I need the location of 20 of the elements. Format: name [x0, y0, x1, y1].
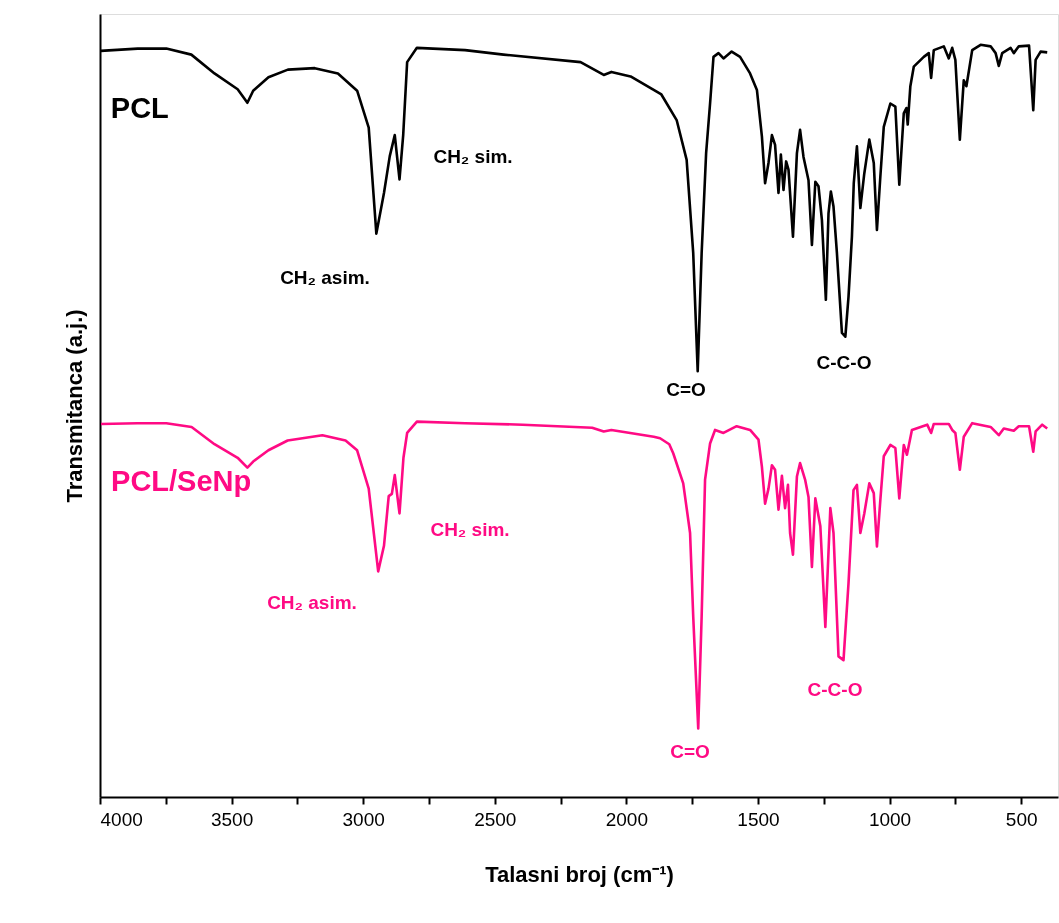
x-tick-label: 2500 — [474, 808, 517, 830]
series-label: PCL — [110, 91, 169, 124]
annotation: C-C-O — [816, 352, 872, 373]
annotation: CH₂ asim. — [280, 267, 370, 288]
x-tick-label: 3000 — [342, 808, 385, 830]
x-axis-title: Talasni broj (cm⁻¹) — [485, 861, 674, 887]
x-tick-label: 1000 — [868, 808, 912, 830]
annotation: C-C-O — [807, 679, 863, 700]
x-tick-label: 4000 — [100, 808, 143, 830]
y-axis-title: Transmitanca (a.j.) — [61, 309, 87, 503]
x-tick-label: 3500 — [210, 808, 254, 830]
annotation: CH₂ sim. — [430, 519, 510, 540]
annotation: C=O — [670, 741, 710, 762]
x-tick-label: 1500 — [737, 808, 780, 830]
annotation: CH₂ sim. — [433, 146, 513, 167]
x-tick-label: 500 — [1005, 808, 1038, 830]
annotation: CH₂ asim. — [267, 592, 357, 613]
series-label: PCL/SeNp — [111, 464, 252, 497]
annotation: C=O — [666, 379, 706, 400]
x-tick-label: 2000 — [605, 808, 649, 830]
